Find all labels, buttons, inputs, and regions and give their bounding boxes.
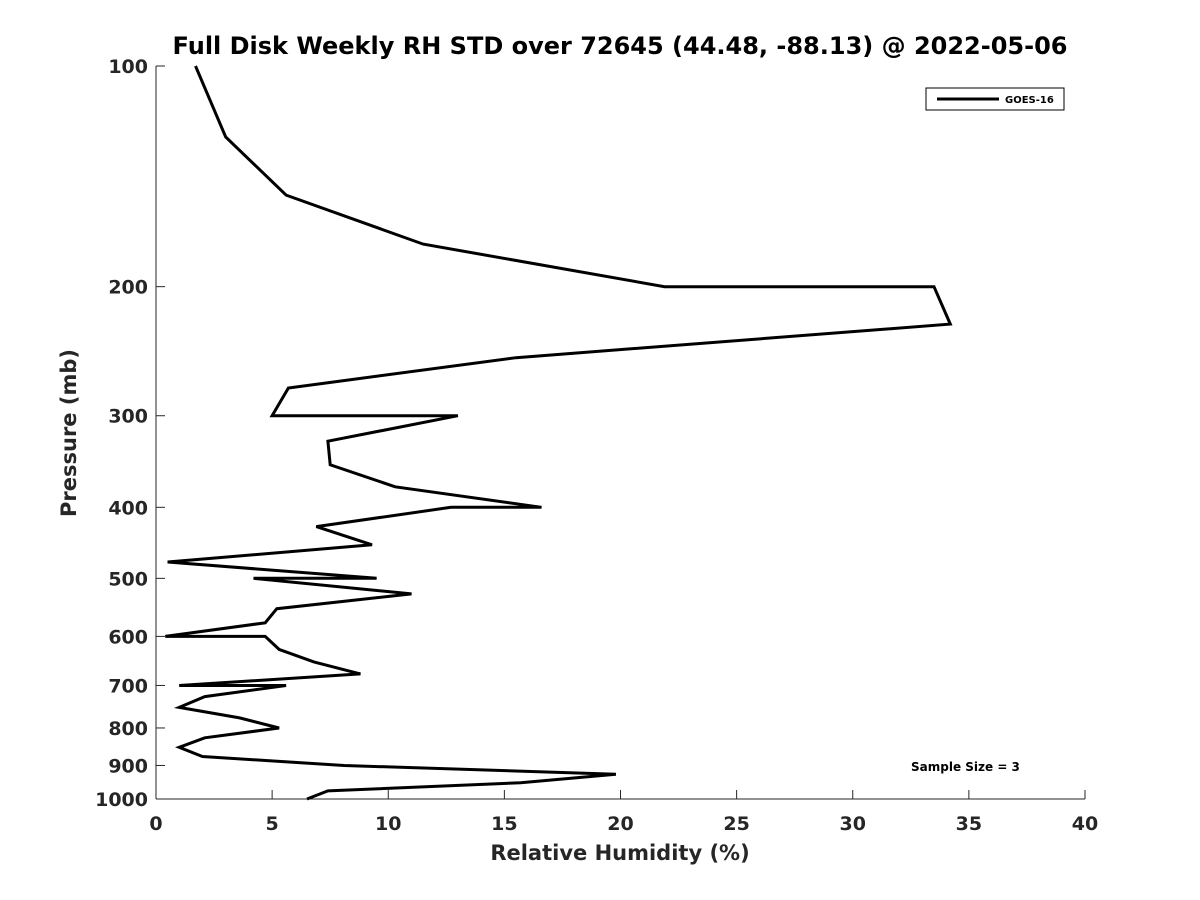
y-tick-label: 600 [108, 626, 148, 648]
x-ticks: 0 5 10 15 20 25 30 35 40 [149, 790, 1098, 835]
x-tick-label: 10 [375, 813, 401, 835]
legend: GOES-16 [925, 87, 1065, 111]
y-ticks: 100 200 300 400 500 600 700 800 900 1000 [95, 56, 165, 811]
x-tick-label: 15 [491, 813, 517, 835]
y-axis-label: Pressure (mb) [57, 349, 81, 517]
x-tick-label: 0 [149, 813, 162, 835]
x-tick-label: 25 [723, 813, 749, 835]
y-tick-label: 100 [108, 56, 148, 78]
y-tick-label: 800 [108, 718, 148, 740]
x-tick-label: 40 [1072, 813, 1098, 835]
y-tick-label: 700 [108, 675, 148, 697]
y-tick-label: 300 [108, 406, 148, 428]
series-layer [165, 65, 953, 801]
axes [155, 66, 1085, 800]
y-tick-label: 400 [108, 497, 148, 519]
series-line-goes-16 [165, 65, 953, 801]
y-tick-label: 500 [108, 568, 148, 590]
x-tick-label: 35 [956, 813, 982, 835]
y-tick-label: 1000 [95, 789, 148, 811]
chart-title: Full Disk Weekly RH STD over 72645 (44.4… [173, 32, 1068, 60]
legend-label-goes-16: GOES-16 [1005, 95, 1054, 106]
y-tick-label: 900 [108, 755, 148, 777]
x-axis-label: Relative Humidity (%) [490, 841, 749, 865]
x-tick-label: 20 [607, 813, 633, 835]
x-tick-label: 5 [266, 813, 279, 835]
y-tick-label: 200 [108, 277, 148, 299]
x-tick-label: 30 [840, 813, 866, 835]
sample-size-annotation: Sample Size = 3 [911, 760, 1020, 774]
